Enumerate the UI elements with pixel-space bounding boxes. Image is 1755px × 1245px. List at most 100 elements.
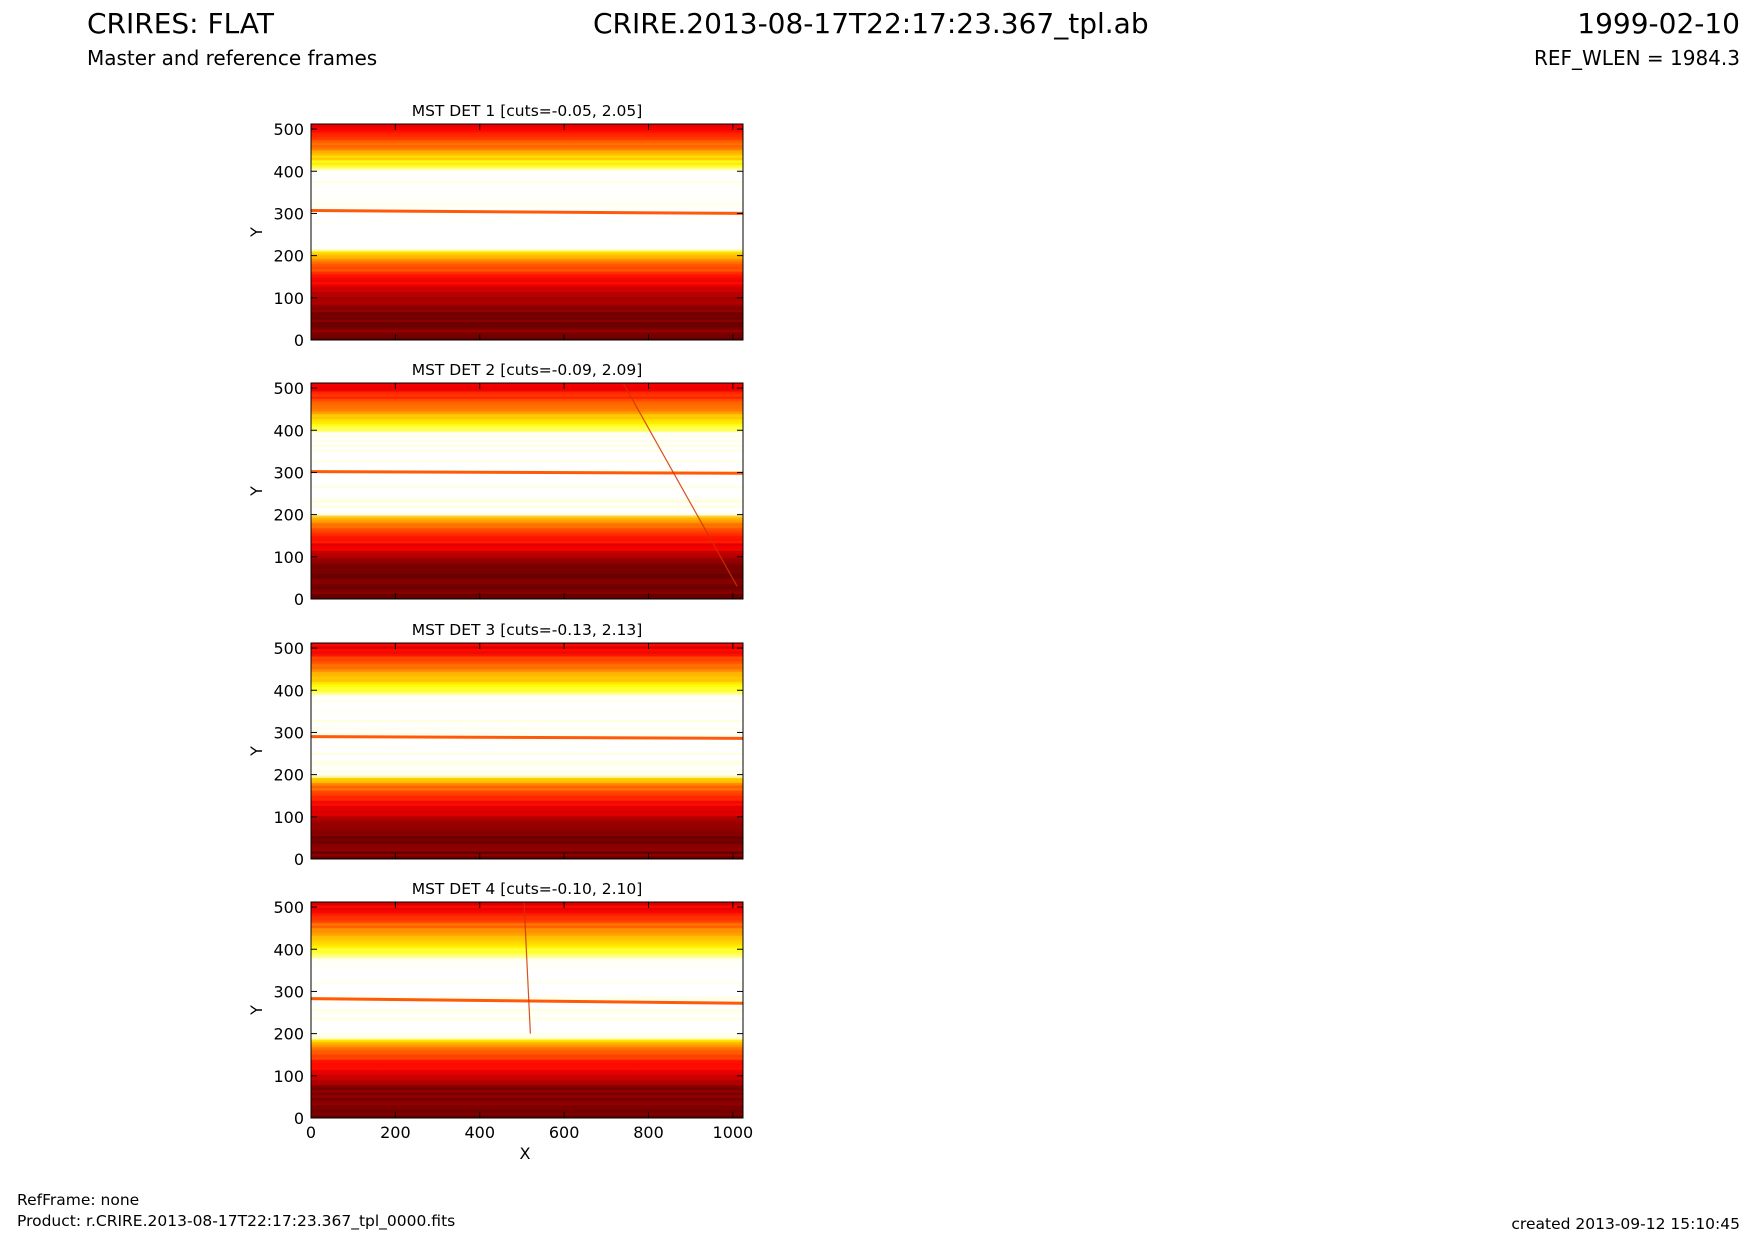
heatmap-stripe bbox=[311, 238, 743, 242]
heatmap-stripe bbox=[311, 818, 743, 822]
heatmap-stripe bbox=[311, 740, 743, 743]
heatmap-stripe bbox=[311, 404, 743, 407]
heatmap-stripe bbox=[311, 327, 743, 330]
heatmap-stripe bbox=[311, 414, 743, 417]
refframe-label: RefFrame: none bbox=[17, 1191, 140, 1209]
heatmap-stripe bbox=[311, 452, 743, 455]
heatmap-background bbox=[311, 124, 743, 340]
heatmap-stripe bbox=[311, 1097, 743, 1101]
heatmap-stripe bbox=[311, 800, 743, 804]
heatmap-stripe bbox=[311, 750, 743, 753]
heatmap-stripe bbox=[311, 221, 743, 224]
heatmap-stripe bbox=[311, 928, 743, 931]
heatmap-stripe bbox=[311, 661, 743, 665]
heatmap-stripe bbox=[311, 719, 743, 723]
heatmap-stripe bbox=[311, 1105, 743, 1108]
heatmap-stripe bbox=[311, 530, 743, 534]
heatmap-stripe bbox=[311, 518, 743, 521]
heatmap-stripe bbox=[311, 208, 743, 211]
heatmap-stripe bbox=[311, 765, 743, 768]
heatmap-stripe bbox=[311, 573, 743, 577]
heatmap-stripe bbox=[311, 1067, 743, 1070]
heatmap-stripe bbox=[311, 780, 743, 784]
heatmap-stripe bbox=[311, 729, 743, 733]
y-tick-label: 500 bbox=[273, 639, 304, 658]
heatmap-stripe bbox=[311, 437, 743, 440]
heatmap-stripe bbox=[311, 477, 743, 481]
heatmap-stripe bbox=[311, 691, 743, 695]
heatmap-stripe bbox=[311, 261, 743, 265]
heatmap-stripe bbox=[311, 426, 743, 430]
heatmap-stripe bbox=[311, 180, 743, 184]
heatmap-stripe bbox=[311, 510, 743, 513]
heatmap-stripe bbox=[311, 454, 743, 458]
heatmap-stripe bbox=[311, 411, 743, 415]
heatmap-stripe bbox=[311, 302, 743, 305]
heatmap-stripe bbox=[311, 1042, 743, 1045]
heatmap-stripe bbox=[311, 170, 743, 173]
plot-frame bbox=[310, 382, 744, 600]
heatmap-stripe bbox=[311, 383, 743, 387]
heatmap-stripe bbox=[311, 1072, 743, 1075]
heatmap-stripe bbox=[311, 1095, 743, 1098]
heatmap-stripe bbox=[311, 717, 743, 720]
heatmap-stripe bbox=[311, 978, 743, 982]
heatmap-stripe bbox=[311, 1112, 743, 1116]
heatmap-stripe bbox=[311, 798, 743, 801]
heatmap-stripe bbox=[311, 274, 743, 277]
heatmap-stripe bbox=[311, 393, 743, 397]
heatmap-stripe bbox=[311, 813, 743, 816]
heatmap-background bbox=[311, 643, 743, 859]
heatmap-stripe bbox=[311, 228, 743, 232]
heatmap-stripe bbox=[311, 704, 743, 708]
heatmap-stripe bbox=[311, 462, 743, 465]
heatmap-stripe bbox=[311, 124, 743, 128]
heatmap-stripe bbox=[311, 424, 743, 427]
heatmap-stripe bbox=[311, 447, 743, 450]
heatmap-stripe bbox=[311, 507, 743, 511]
heatmap-stripe bbox=[311, 545, 743, 549]
heatmap-stripe bbox=[311, 329, 743, 333]
y-tick-label: 300 bbox=[273, 463, 304, 482]
heatmap-stripe bbox=[311, 1080, 743, 1083]
heatmap-image bbox=[311, 383, 743, 599]
heatmap-stripe bbox=[311, 183, 743, 186]
panel-title: MST DET 1 [cuts=-0.05, 2.05] bbox=[412, 102, 643, 120]
heatmap-stripe bbox=[311, 938, 743, 941]
product-label: Product: r.CRIRE.2013-08-17T22:17:23.367… bbox=[17, 1212, 456, 1230]
heatmap-stripe bbox=[311, 714, 743, 718]
y-tick-label: 200 bbox=[273, 247, 304, 266]
heatmap-stripe bbox=[311, 1044, 743, 1048]
heatmap-stripe bbox=[311, 803, 743, 806]
y-tick-label: 400 bbox=[273, 421, 304, 440]
heatmap-stripe bbox=[311, 401, 743, 405]
heatmap-stripe bbox=[311, 760, 743, 763]
heatmap-stripe bbox=[311, 1100, 743, 1103]
heatmap-stripe bbox=[311, 684, 743, 687]
heatmap-stripe bbox=[311, 923, 743, 926]
heatmap-stripe bbox=[311, 464, 743, 468]
heatmap-stripe bbox=[311, 172, 743, 176]
heatmap-stripe bbox=[311, 167, 743, 171]
heatmap-stripe bbox=[311, 558, 743, 562]
heatmap-stripe bbox=[311, 399, 743, 402]
y-tick-label: 200 bbox=[273, 1025, 304, 1044]
heatmap-stripe bbox=[311, 788, 743, 791]
heatmap-stripe bbox=[311, 920, 743, 924]
y-tick-label: 400 bbox=[273, 162, 304, 181]
heatmap-stripe bbox=[311, 193, 743, 196]
heatmap-stripe bbox=[311, 664, 743, 667]
heatmap-stripe bbox=[311, 722, 743, 725]
heatmap-stripe bbox=[311, 669, 743, 672]
heatmap-stripe bbox=[311, 712, 743, 715]
heatmap-stripe bbox=[311, 307, 743, 310]
created-label: created 2013-09-12 15:10:45 bbox=[1511, 1215, 1740, 1233]
heatmap-stripe bbox=[311, 793, 743, 796]
heatmap-stripe bbox=[311, 790, 743, 794]
heatmap-stripe bbox=[311, 674, 743, 677]
heatmap-stripe bbox=[311, 152, 743, 156]
heatmap-stripe bbox=[311, 1026, 743, 1030]
heatmap-stripe bbox=[311, 271, 743, 275]
heatmap-stripe bbox=[311, 145, 743, 148]
heatmap-stripe bbox=[311, 843, 743, 847]
